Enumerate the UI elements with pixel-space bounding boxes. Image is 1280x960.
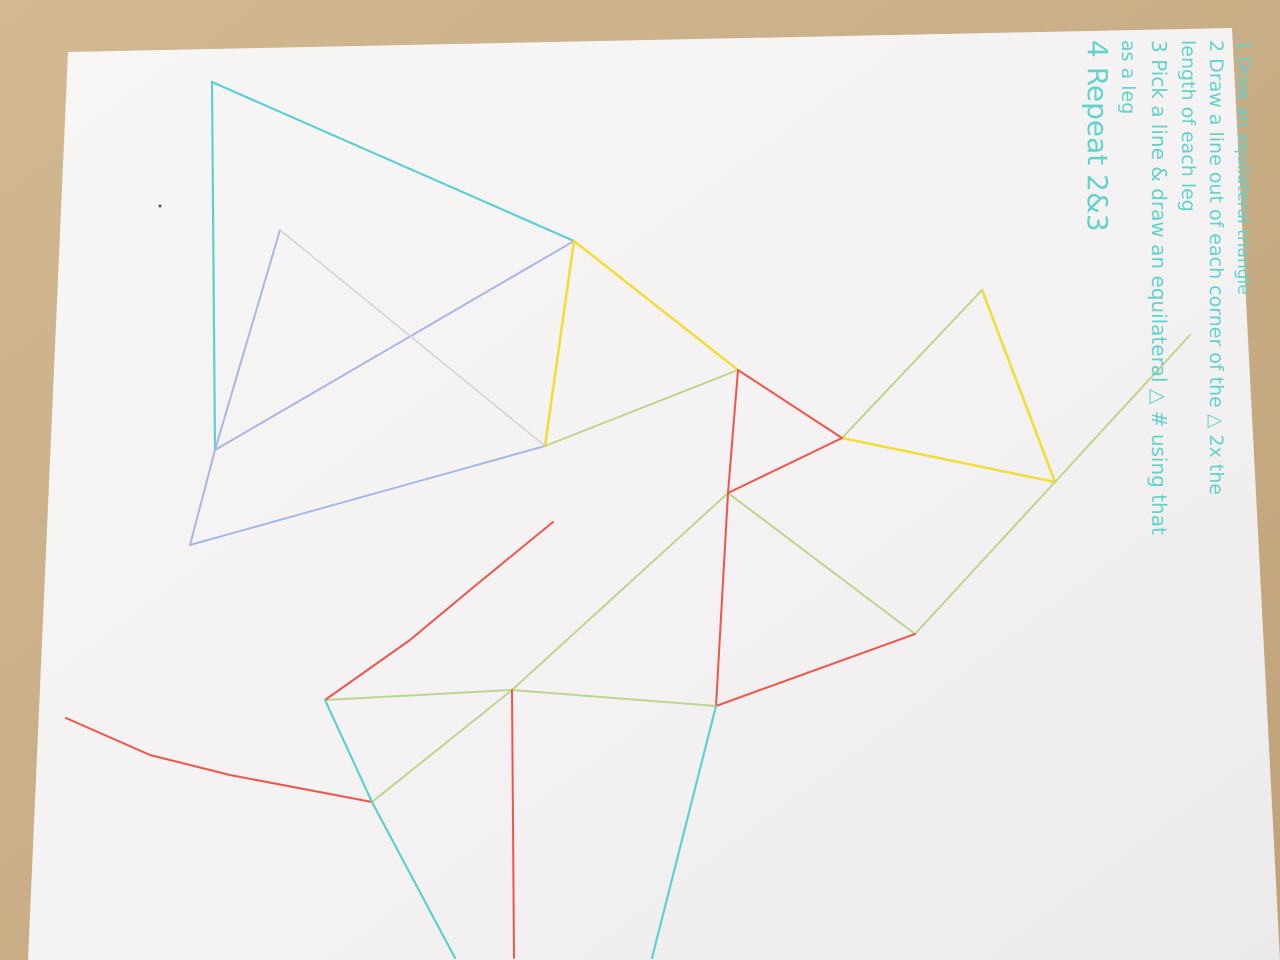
pencil-line bbox=[980, 288, 1057, 484]
pencil-line bbox=[841, 289, 983, 439]
pencil-line bbox=[914, 481, 1056, 635]
pencil-line bbox=[214, 240, 575, 451]
instruction-line: 2 Draw a line out of each corner of the … bbox=[1205, 40, 1227, 495]
instruction-line: 4 Repeat 2&3 bbox=[1081, 40, 1114, 232]
cyan-triangle bbox=[210, 80, 576, 452]
pencil-line bbox=[727, 492, 916, 635]
cyan-lower-lines bbox=[323, 698, 718, 960]
red-lines bbox=[65, 369, 916, 959]
pencil-line bbox=[737, 369, 843, 439]
pencil-line bbox=[65, 717, 373, 803]
pencil-line bbox=[727, 437, 843, 494]
pencil-line bbox=[324, 689, 513, 701]
pencil-line bbox=[1054, 334, 1191, 483]
pencil-line bbox=[715, 633, 916, 707]
faint-lines bbox=[279, 229, 546, 447]
blue-lines bbox=[189, 229, 575, 546]
pencil-line bbox=[371, 689, 513, 803]
pencil-line bbox=[189, 449, 216, 546]
pencil-line bbox=[370, 800, 457, 960]
pencil-line bbox=[189, 445, 546, 546]
pencil-line bbox=[511, 492, 729, 691]
instruction-line: 3 Pick a line & draw an equilateral △ # … bbox=[1147, 40, 1171, 535]
instruction-line: length of each leg bbox=[1177, 40, 1199, 212]
pencil-line bbox=[544, 369, 739, 447]
instruction-line: 1 Draw an equilateral triangle bbox=[1233, 40, 1253, 295]
pencil-line bbox=[324, 521, 554, 701]
pencil-line bbox=[572, 239, 740, 372]
instruction-line: as a leg bbox=[1117, 40, 1139, 114]
paper-sheet bbox=[28, 28, 1280, 960]
pencil-line bbox=[840, 436, 1057, 484]
pencil-dot bbox=[158, 204, 162, 208]
handwritten-instructions: 1 Draw an equilateral triangle 2 Draw a … bbox=[1081, 40, 1253, 535]
pencil-line bbox=[715, 492, 729, 707]
pencil-line bbox=[543, 239, 576, 448]
pencil-line bbox=[511, 689, 717, 707]
pencil-line bbox=[210, 80, 217, 452]
pencil-line bbox=[511, 689, 515, 959]
green-lines bbox=[324, 289, 1191, 803]
pencil-line bbox=[323, 698, 374, 804]
pencil-line bbox=[279, 229, 546, 447]
yellow-lines bbox=[543, 239, 1057, 484]
pencil-line bbox=[214, 229, 281, 451]
pencil-line bbox=[650, 704, 718, 960]
pencil-line bbox=[210, 80, 576, 243]
pencil-line bbox=[727, 369, 739, 494]
